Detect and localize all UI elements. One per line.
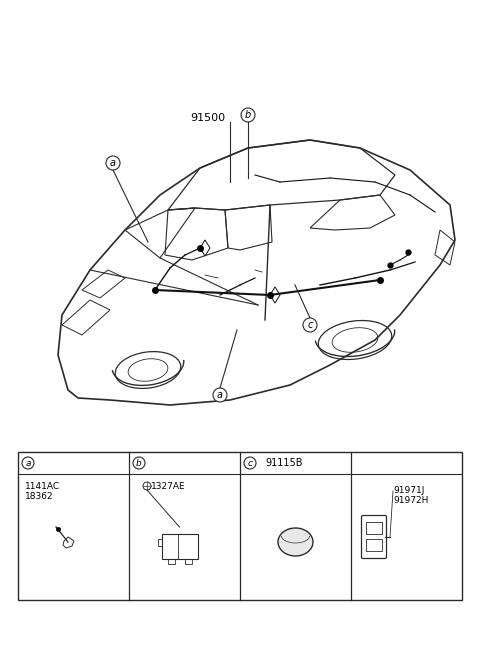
Text: 1141AC: 1141AC	[25, 482, 60, 491]
Circle shape	[244, 457, 256, 469]
Text: b: b	[136, 458, 142, 468]
Text: a: a	[25, 458, 31, 468]
Bar	[185, 559, 192, 564]
Text: 91972H: 91972H	[393, 496, 428, 505]
Text: 91500: 91500	[190, 113, 225, 123]
Text: 1327AE: 1327AE	[151, 482, 186, 491]
Circle shape	[241, 108, 255, 122]
Text: 91115B: 91115B	[265, 458, 302, 468]
Text: 91971J: 91971J	[393, 486, 424, 495]
Ellipse shape	[278, 528, 313, 556]
Bar	[168, 559, 175, 564]
Text: a: a	[217, 390, 223, 400]
Circle shape	[106, 156, 120, 170]
Text: c: c	[248, 458, 252, 468]
Bar	[366, 539, 382, 551]
Text: b: b	[245, 110, 251, 120]
Circle shape	[303, 318, 317, 332]
Text: 18362: 18362	[25, 492, 54, 501]
Bar	[18, 452, 462, 600]
Bar	[366, 522, 382, 534]
Text: c: c	[307, 320, 312, 330]
Circle shape	[22, 457, 34, 469]
Text: a: a	[110, 158, 116, 168]
Bar	[161, 534, 197, 559]
Circle shape	[213, 388, 227, 402]
Circle shape	[133, 457, 145, 469]
